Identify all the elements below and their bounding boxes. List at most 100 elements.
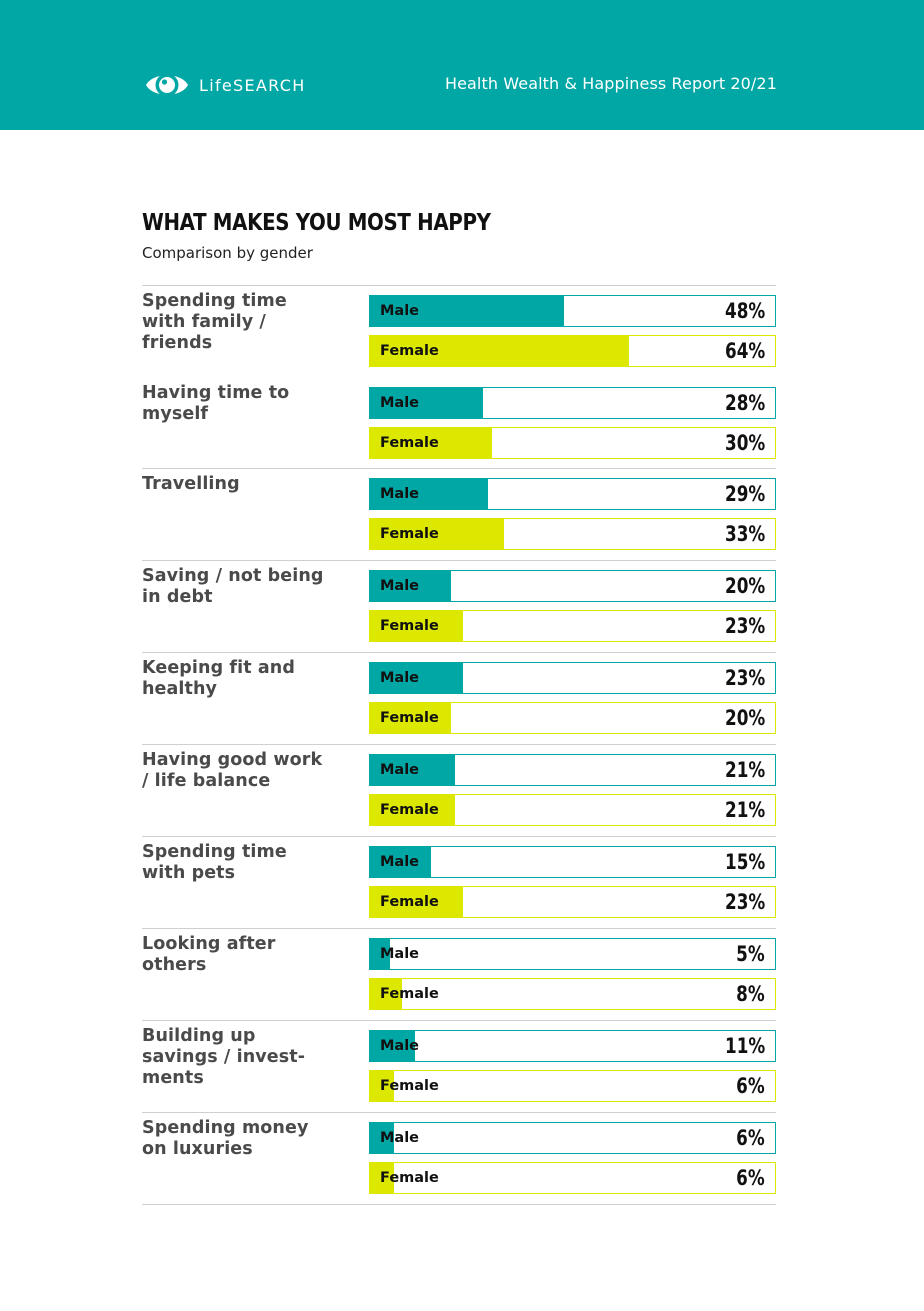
category-label-line: Spending time <box>142 291 287 311</box>
bar-value-label: 23% <box>724 890 765 914</box>
bar-male: Male 5% <box>369 938 776 970</box>
bar-value-label: 6% <box>736 1074 765 1098</box>
category-label: Saving / not being in debt <box>142 566 342 608</box>
category-label: Keeping fit and healthy <box>142 658 342 700</box>
bar-value-label: 48% <box>724 299 765 323</box>
bar-male: Male 6% <box>369 1122 776 1154</box>
bar-series-label: Female <box>380 1170 439 1186</box>
bar-value-label: 23% <box>724 666 765 690</box>
bar-male: Male 15% <box>369 846 776 878</box>
category-label: Having time to myself <box>142 383 342 425</box>
bar-value-label: 20% <box>724 574 765 598</box>
chart-title: WHAT MAKES YOU MOST HAPPY <box>142 210 491 236</box>
bar-value-label: 20% <box>724 706 765 730</box>
bar-series-label: Female <box>380 894 439 910</box>
bar-male: Male 21% <box>369 754 776 786</box>
bar-fill-male <box>370 663 464 693</box>
bar-female: Female 20% <box>369 702 776 734</box>
category-label-line: Building up <box>142 1026 256 1046</box>
row-divider <box>142 928 776 929</box>
bar-fill-female <box>370 887 464 917</box>
bar-value-label: 21% <box>724 758 765 782</box>
bar-series-label: Male <box>380 670 420 686</box>
category-label-line: with family / <box>142 312 266 332</box>
bar-male: Male 20% <box>369 570 776 602</box>
category-label-line: myself <box>142 404 209 424</box>
bar-value-label: 5% <box>736 942 765 966</box>
bar-value-label: 33% <box>724 522 765 546</box>
bar-value-label: 30% <box>724 431 765 455</box>
bar-fill-male <box>370 847 431 877</box>
bar-fill-female <box>370 1071 395 1101</box>
bar-value-label: 28% <box>724 391 765 415</box>
category-label: Spending time with family / friends <box>142 291 342 354</box>
category-label-line: in debt <box>142 587 213 607</box>
category-label: Travelling <box>142 474 342 495</box>
bar-fill-female <box>370 336 630 366</box>
category-label: Looking after others <box>142 934 342 976</box>
bar-series-label: Female <box>380 802 439 818</box>
bar-female: Female 8% <box>369 978 776 1010</box>
category-label-line: Looking after <box>142 934 276 954</box>
bar-series-label: Female <box>380 343 439 359</box>
category-label: Spending money on luxuries <box>142 1118 342 1160</box>
category-label-line: Having good work <box>142 750 323 770</box>
bar-fill-male <box>370 755 455 785</box>
bar-series-label: Female <box>380 986 439 1002</box>
category-label: Having good work / life balance <box>142 750 342 792</box>
category-label-line: Having time to <box>142 383 290 403</box>
category-label-line: on luxuries <box>142 1139 253 1159</box>
bar-fill-female <box>370 979 403 1009</box>
bar-female: Female 21% <box>369 794 776 826</box>
row-divider <box>142 652 776 653</box>
bar-value-label: 64% <box>724 339 765 363</box>
bar-value-label: 29% <box>724 482 765 506</box>
bar-female: Female 33% <box>369 518 776 550</box>
bar-fill-male <box>370 296 565 326</box>
bar-series-label: Female <box>380 710 439 726</box>
row-divider <box>142 560 776 561</box>
category-label-line: friends <box>142 333 213 353</box>
row-divider <box>142 285 776 286</box>
bar-series-label: Male <box>380 395 420 411</box>
lifesearch-logo: LifeSEARCH <box>145 68 306 102</box>
bar-series-label: Male <box>380 303 420 319</box>
bar-fill-male <box>370 388 484 418</box>
bar-fill-female <box>370 1163 395 1193</box>
bar-series-label: Male <box>380 946 420 962</box>
row-divider <box>142 836 776 837</box>
bar-male: Male 29% <box>369 478 776 510</box>
bar-series-label: Female <box>380 618 439 634</box>
bar-fill-female <box>370 795 455 825</box>
bar-fill-female <box>370 428 492 458</box>
bar-female: Female 23% <box>369 886 776 918</box>
bar-fill-female <box>370 611 464 641</box>
bar-series-label: Male <box>380 1038 420 1054</box>
bar-series-label: Male <box>380 578 420 594</box>
row-divider <box>142 468 776 469</box>
category-label-line: Spending time <box>142 842 287 862</box>
row-divider <box>142 1204 776 1205</box>
eye-logo-icon <box>146 73 188 97</box>
bar-series-label: Female <box>380 1078 439 1094</box>
bar-female: Female 6% <box>369 1162 776 1194</box>
chart-subtitle: Comparison by gender <box>142 244 313 262</box>
bar-series-label: Male <box>380 762 420 778</box>
report-header: LifeSEARCH Health Wealth & Happiness Rep… <box>0 0 924 130</box>
report-title: Health Wealth & Happiness Report 20/21 <box>444 74 777 93</box>
bar-fill-male <box>370 1123 395 1153</box>
bar-value-label: 11% <box>724 1034 765 1058</box>
bar-fill-male <box>370 479 488 509</box>
bar-value-label: 6% <box>736 1126 765 1150</box>
category-label-line: with pets <box>142 863 236 883</box>
bar-female: Female 23% <box>369 610 776 642</box>
bar-male: Male 48% <box>369 295 776 327</box>
bar-value-label: 21% <box>724 798 765 822</box>
bar-value-label: 23% <box>724 614 765 638</box>
bar-fill-male <box>370 1031 415 1061</box>
bar-series-label: Female <box>380 435 439 451</box>
category-label-line: ments <box>142 1068 204 1088</box>
bar-female: Female 30% <box>369 427 776 459</box>
bar-male: Male 11% <box>369 1030 776 1062</box>
category-label: Spending time with pets <box>142 842 342 884</box>
